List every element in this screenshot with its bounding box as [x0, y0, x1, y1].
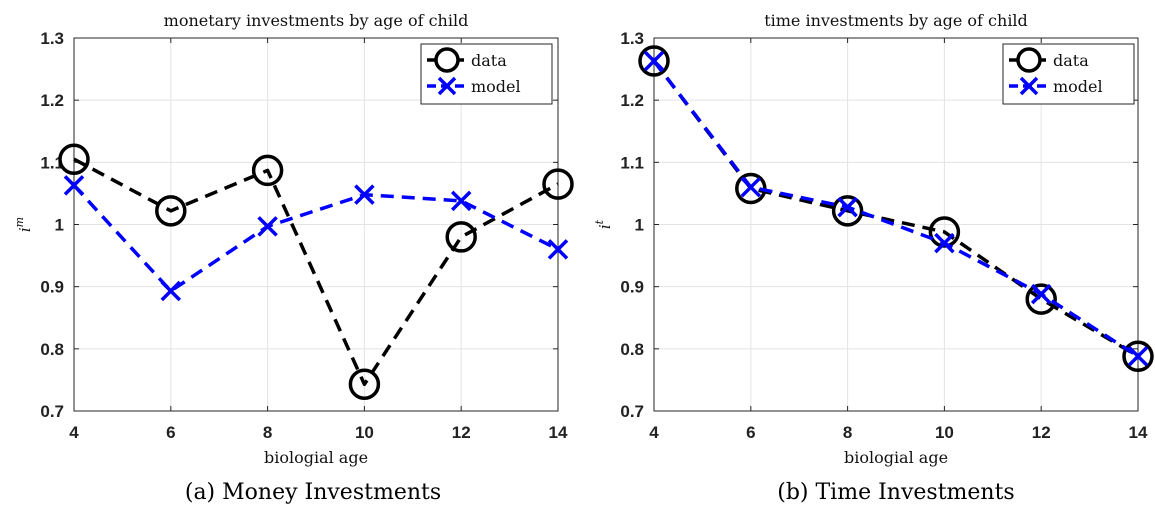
data-point-model — [643, 50, 665, 72]
data-point-data — [445, 221, 477, 253]
x-tick-label: 12 — [452, 423, 471, 442]
y-tick-label: 0.8 — [620, 340, 644, 359]
x-tick-label: 14 — [549, 423, 568, 442]
y-tick-label: 1.3 — [620, 29, 644, 48]
y-tick-label: 0.8 — [40, 340, 64, 359]
data-point-model — [1127, 346, 1149, 367]
legend-label-model: model — [1053, 77, 1103, 96]
legend: data model — [420, 43, 553, 105]
x-axis-label: biologial age — [844, 448, 948, 467]
y-tick-label: 1.2 — [620, 91, 644, 110]
x-tick-label: 6 — [166, 423, 175, 442]
data-point-data — [1025, 283, 1057, 315]
series-line-model — [72, 184, 559, 293]
y-tick-label: 1.2 — [40, 91, 64, 110]
y-tick-label: 1.1 — [40, 153, 64, 172]
data-point-model — [740, 176, 762, 198]
y-tick-label: 0.9 — [620, 278, 644, 297]
x-tick-label: 8 — [843, 423, 852, 442]
data-point-data — [928, 216, 961, 248]
legend-label-data: data — [471, 51, 507, 70]
data-point-data — [1122, 340, 1154, 373]
series-line-model — [652, 59, 1139, 358]
y-tick-label: 1.1 — [620, 153, 644, 172]
data-point-data — [638, 45, 670, 77]
data-point-model — [257, 216, 278, 237]
legend-marker-model — [1019, 76, 1039, 96]
data-point-data — [155, 195, 187, 227]
y-tick-label: 1.3 — [40, 29, 64, 48]
series-line-data — [652, 59, 1139, 358]
legend-marker-data — [1016, 47, 1042, 73]
x-tick-label: 4 — [69, 423, 79, 442]
legend-marker-model — [437, 76, 457, 96]
legend-marker-data — [434, 47, 460, 73]
data-point-model — [837, 196, 858, 218]
x-tick-label: 14 — [1129, 423, 1148, 442]
y-axis-label: im — [13, 217, 34, 232]
data-point-model — [1030, 283, 1052, 305]
subfigure-caption: (b) Time Investments — [777, 480, 1014, 505]
y-tick-label: 1 — [55, 216, 64, 235]
data-point-model — [450, 190, 472, 212]
x-tick-label: 4 — [649, 423, 659, 442]
chart-title: monetary investments by age of child — [164, 11, 469, 30]
legend: data model — [1002, 43, 1135, 105]
x-tick-label: 12 — [1032, 423, 1051, 442]
data-point-data — [542, 168, 574, 200]
data-point-model — [354, 184, 375, 205]
data-point-data — [58, 143, 90, 175]
y-axis-label: it — [593, 219, 614, 229]
legend-label-data: data — [1053, 51, 1089, 70]
data-point-model — [547, 239, 569, 260]
y-tick-label: 0.7 — [40, 402, 64, 421]
x-tick-label: 10 — [355, 423, 374, 442]
subfigure-caption: (a) Money Investments — [185, 480, 441, 505]
data-point-data — [831, 195, 864, 227]
data-point-data — [251, 154, 284, 187]
y-tick-label: 0.7 — [620, 402, 644, 421]
data-point-model — [934, 232, 955, 254]
x-tick-label: 10 — [935, 423, 954, 442]
legend-label-model: model — [471, 77, 521, 96]
data-point-data — [348, 368, 381, 401]
y-tick-label: 1 — [635, 216, 644, 235]
data-point-model — [63, 175, 85, 196]
x-axis-label: biologial age — [264, 448, 368, 467]
y-tick-label: 0.9 — [40, 278, 64, 297]
series-line-data — [73, 157, 559, 387]
data-point-model — [160, 280, 182, 302]
x-tick-label: 8 — [263, 423, 272, 442]
chart-title: time investments by age of child — [764, 11, 1028, 30]
x-tick-label: 6 — [746, 423, 755, 442]
chart-panel-2: 4 6 8 10 12 14 0.7 0.8 0.9 1 1.1 1.2 1.3 time investm… — [593, 11, 1154, 505]
chart-panel-1: 4 6 8 10 12 14 0.7 0.8 0.9 1 1.1 1.2 1.3 monetary inv… — [13, 11, 574, 505]
